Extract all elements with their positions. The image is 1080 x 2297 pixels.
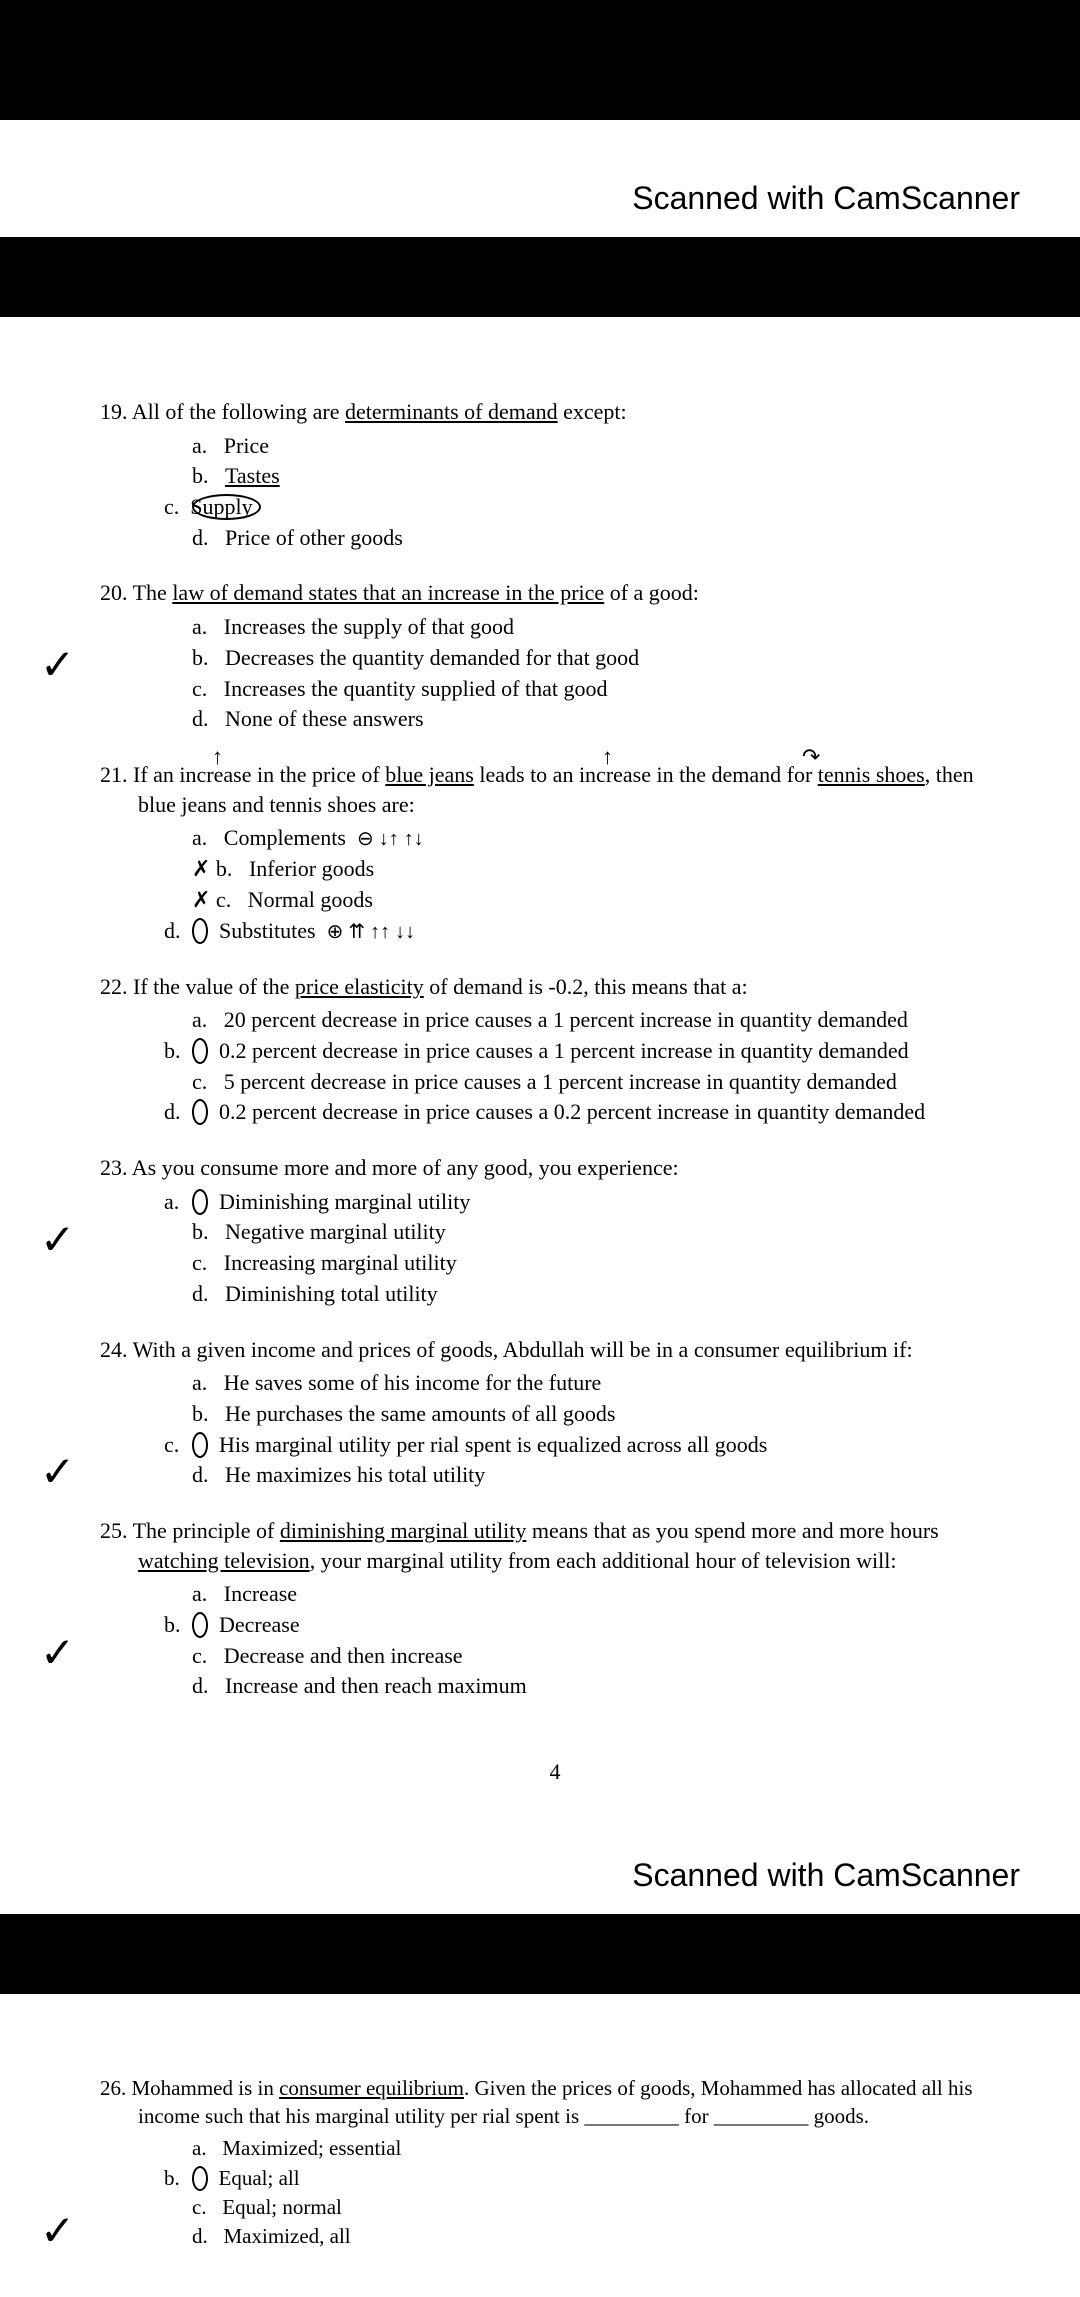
scanned-watermark: Scanned with CamScanner [0,1837,1080,1914]
circled-answer: b. [192,1612,208,1638]
q-num: 20. [100,580,128,605]
circled-answer: a. [192,1189,208,1215]
circled-answer: b. [192,1038,208,1064]
question-19: 19. All of the following are determinant… [100,397,1010,552]
circled-answer: d. [192,918,208,944]
q-num: 21. [100,762,128,787]
question-21: ↑ ↑ ↷ 21. If an increase in the price of… [100,760,1010,946]
q-num: 26. [100,2076,126,2100]
q-num: 23. [100,1155,128,1180]
circled-answer: b. [192,2166,208,2191]
black-bar-2 [0,237,1080,317]
scanned-watermark: Scanned with CamScanner [0,160,1080,237]
q-num: 19. [100,399,128,424]
question-22: 22. If the value of the price elasticity… [100,972,1010,1127]
q-num: 22. [100,974,128,999]
question-25: ✓ 25. The principle of diminishing margi… [100,1516,1010,1701]
question-20: ✓ 20. The law of demand states that an i… [100,578,1010,733]
document-page-2: ✓ 26. Mohammed is in consumer equilibriu… [0,1994,1080,2297]
q-num: 24. [100,1337,128,1362]
checkmark-icon: ✓ [40,638,75,695]
circled-answer: c. Supply [192,494,261,520]
document-number: 1. [531,90,549,117]
document-page-1: 19. All of the following are determinant… [0,317,1080,1837]
question-26: ✓ 26. Mohammed is in consumer equilibriu… [100,2074,1010,2251]
checkmark-icon: ✓ [40,1445,75,1502]
question-24: ✓ 24. With a given income and prices of … [100,1335,1010,1490]
checkmark-icon: ✓ [40,1626,75,1683]
black-bar-mid [0,1914,1080,1994]
q-num: 25. [100,1518,128,1543]
checkmark-icon: ✓ [40,2204,75,2261]
circled-answer: d. [192,1099,208,1125]
circled-answer: c. [192,1432,208,1458]
checkmark-icon: ✓ [40,1213,75,1270]
page-number: 4 [100,1727,1010,1817]
question-23: ✓ 23. As you consume more and more of an… [100,1153,1010,1308]
